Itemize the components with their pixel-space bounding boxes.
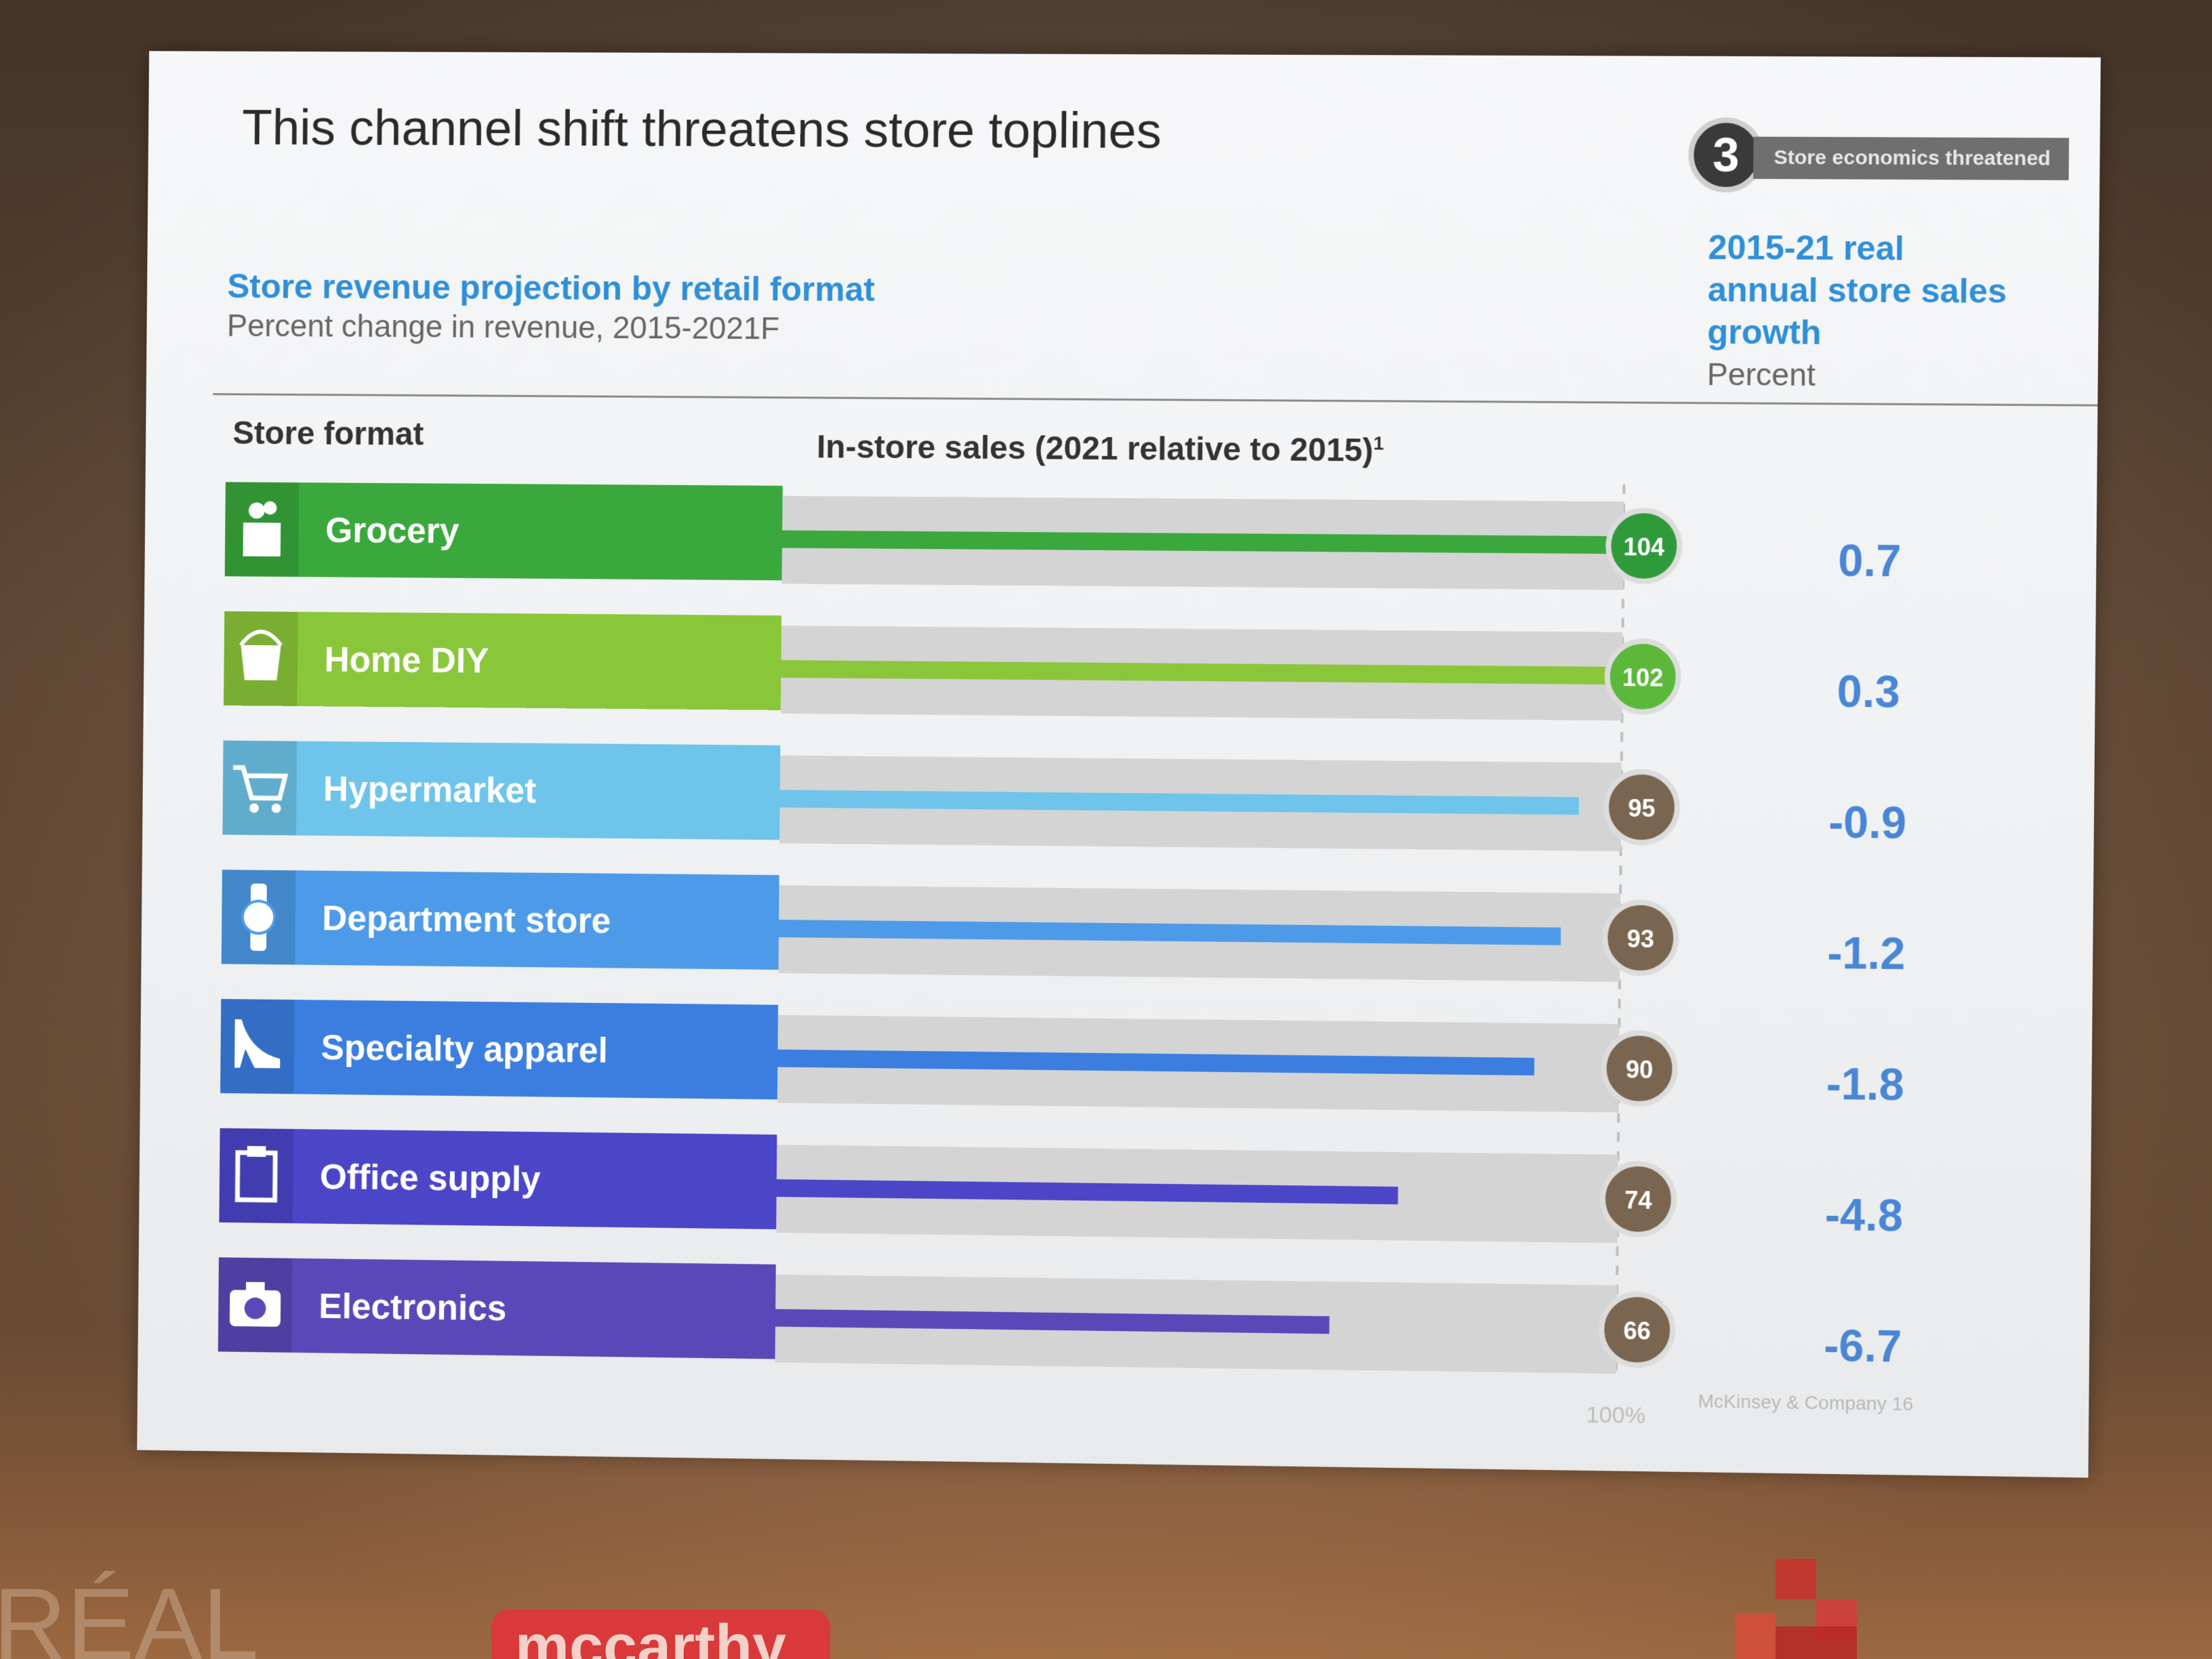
label-block-0 bbox=[225, 482, 783, 580]
growth-value-5: -4.8 bbox=[1825, 1189, 1904, 1240]
category-label-1: Home DIY bbox=[324, 640, 489, 680]
category-label-6: Electronics bbox=[319, 1286, 507, 1328]
icon-cell-4 bbox=[220, 999, 295, 1094]
growth-value-1: 0.3 bbox=[1837, 665, 1900, 716]
grocery-bag-icon-part bbox=[243, 523, 281, 556]
value-label-0: 104 bbox=[1623, 533, 1664, 561]
growth-value-0: 0.7 bbox=[1838, 535, 1901, 586]
shopping-cart-icon-part bbox=[272, 804, 281, 813]
value-label-5: 74 bbox=[1624, 1187, 1652, 1214]
category-label-5: Office supply bbox=[320, 1157, 541, 1199]
clipboard-icon-part bbox=[247, 1146, 266, 1157]
value-label-4: 90 bbox=[1626, 1056, 1654, 1084]
grocery-bag-icon-part bbox=[264, 501, 277, 515]
value-label-3: 93 bbox=[1626, 925, 1654, 953]
label-block-1 bbox=[224, 611, 781, 710]
growth-value-6: -6.7 bbox=[1824, 1319, 1902, 1371]
icon-cell-5 bbox=[219, 1128, 293, 1223]
watch-icon-part bbox=[243, 901, 275, 933]
chart: 100% Grocery 104 0.7 Home DIY 102 0.3 Hypermark… bbox=[137, 51, 2101, 1477]
category-label-4: Specialty apparel bbox=[321, 1027, 608, 1070]
value-label-2: 95 bbox=[1628, 795, 1656, 823]
growth-value-4: -1.8 bbox=[1826, 1058, 1904, 1109]
camera-icon-part bbox=[246, 1282, 265, 1292]
category-label-2: Hypermarket bbox=[323, 769, 537, 811]
icon-cell-2 bbox=[222, 741, 297, 836]
paint-bucket-icon-part bbox=[241, 645, 281, 680]
category-label-0: Grocery bbox=[325, 510, 459, 550]
growth-value-3: -1.2 bbox=[1827, 927, 1906, 979]
shopping-cart-icon-part bbox=[249, 803, 259, 813]
slide-footer: McKinsey & Company 16 bbox=[1698, 1391, 1913, 1415]
value-label-6: 66 bbox=[1623, 1317, 1651, 1345]
reference-label: 100% bbox=[1586, 1401, 1645, 1428]
grocery-bag-icon-part bbox=[249, 502, 265, 518]
category-label-3: Department store bbox=[322, 898, 611, 940]
slide: This channel shift threatens store topli… bbox=[137, 51, 2101, 1477]
growth-value-2: -0.9 bbox=[1828, 796, 1907, 848]
value-label-1: 102 bbox=[1622, 664, 1664, 692]
